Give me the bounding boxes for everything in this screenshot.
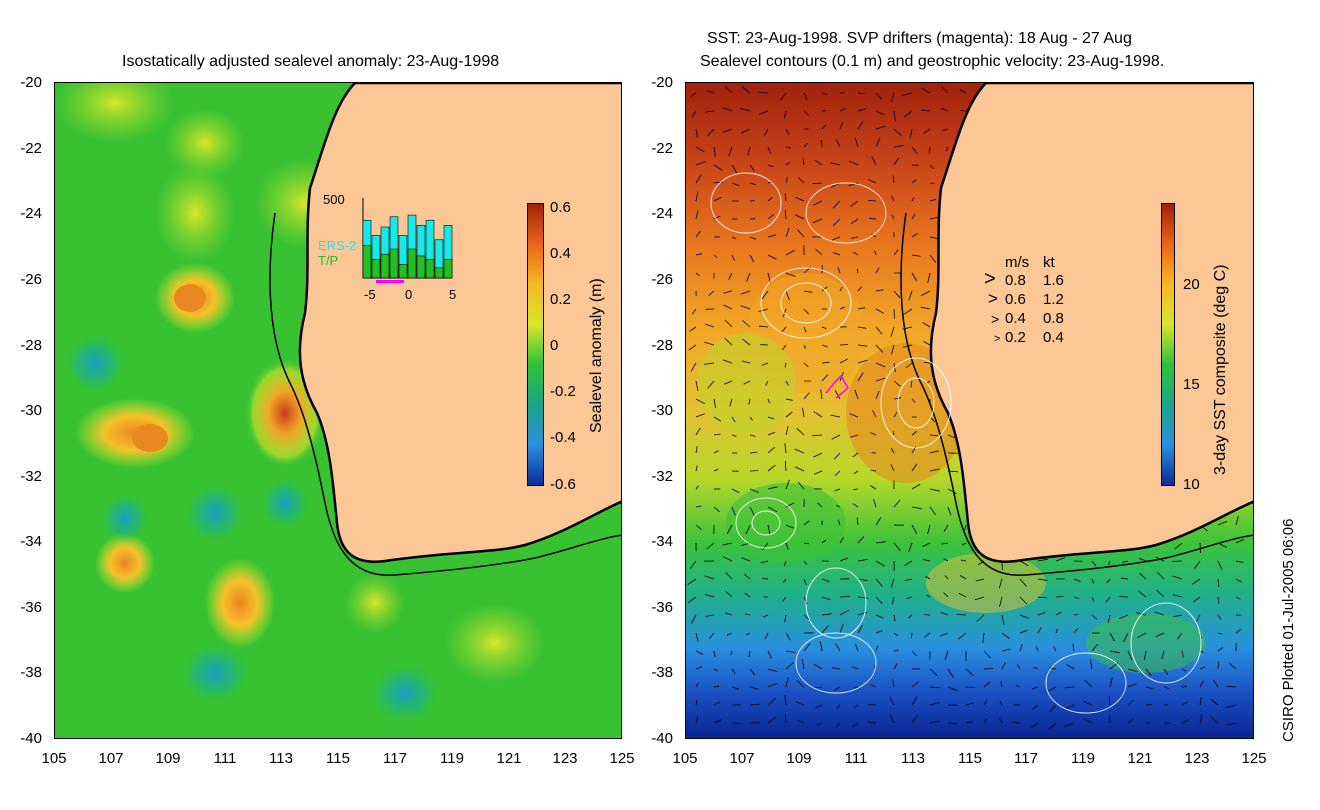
- velocity-legend-kt: 0.4: [1043, 329, 1064, 346]
- left-x-tick: 119: [440, 750, 464, 767]
- inset-tp-bar: [425, 258, 435, 279]
- inset-tp-bar: [389, 248, 399, 279]
- left-y-tick: -24: [20, 205, 42, 222]
- right-x-tick: 125: [1241, 750, 1267, 767]
- right-x-tick: 123: [1184, 750, 1210, 767]
- right-y-tick: -22: [651, 140, 673, 157]
- velocity-legend-ms: 0.6: [1005, 291, 1026, 308]
- velocity-arrow-icon: >: [984, 268, 996, 290]
- inset-tp-bar: [434, 267, 444, 279]
- left-x-tick: 125: [609, 750, 635, 767]
- left-y-tick: -22: [20, 140, 42, 157]
- inset-x-tick: 5: [449, 287, 457, 302]
- right-x-tick: 117: [1014, 750, 1038, 767]
- left-x-tick: 109: [155, 750, 181, 767]
- sealevel-colorbar-tick: -0.6: [550, 476, 576, 493]
- left-x-tick: 115: [326, 750, 350, 767]
- right-y-tick: -20: [651, 74, 673, 91]
- sst-colorbar-tick: 20: [1183, 276, 1200, 293]
- inset-tp-bar: [362, 245, 372, 279]
- left-x-tick: 107: [98, 750, 124, 767]
- right-y-tick: -36: [651, 599, 673, 616]
- left-y-tick: -28: [20, 337, 42, 354]
- velocity-legend-kt: 1.2: [1043, 291, 1064, 308]
- sst-colorbar: [1161, 203, 1175, 486]
- left-panel-title: Isostatically adjusted sealevel anomaly:…: [122, 53, 500, 70]
- inset-tp-bar: [371, 258, 381, 279]
- left-y-tick: -32: [20, 468, 42, 485]
- left-y-tick: -30: [20, 402, 42, 419]
- velocity-arrow-icon: >: [991, 311, 1000, 327]
- right-y-tick: -30: [651, 402, 673, 419]
- inset-tp-bar: [416, 255, 426, 279]
- inset-ers2-label: ERS-2: [318, 238, 357, 253]
- velocity-legend-header-kt: kt: [1043, 254, 1055, 271]
- inset-tp-bar: [398, 264, 408, 279]
- plot-credit: CSIRO Plotted 01-Jul-2005 06:06: [1280, 518, 1297, 742]
- inset-x-tick: 0: [405, 287, 413, 302]
- right-panel-title-line2: Sealevel contours (0.1 m) and geostrophi…: [700, 53, 1165, 70]
- sealevel-colorbar-tick: 0.4: [550, 245, 571, 262]
- velocity-legend-ms: 0.4: [1005, 310, 1026, 327]
- velocity-legend-header-ms: m/s: [1005, 254, 1030, 271]
- inset-tp-bar: [380, 253, 390, 279]
- sst-colorbar-tick: 10: [1183, 476, 1200, 493]
- right-x-tick: 121: [1127, 750, 1153, 767]
- inset-tp-label: T/P: [318, 253, 339, 268]
- inset-histogram: [362, 198, 453, 283]
- left-map: [54, 82, 622, 739]
- inset-tp-bar: [443, 258, 453, 279]
- right-panel-title-line1: SST: 23-Aug-1998. SVP drifters (magenta)…: [707, 30, 1132, 47]
- inset-top-label: 500: [323, 192, 345, 207]
- left-y-tick: -34: [20, 533, 42, 550]
- right-x-tick: 105: [672, 750, 698, 767]
- right-y-tick: -28: [651, 337, 673, 354]
- left-map-canvas: [55, 83, 621, 738]
- left-y-tick: -36: [20, 599, 42, 616]
- velocity-legend-kt: 1.6: [1043, 272, 1064, 289]
- left-x-tick: 111: [213, 750, 237, 767]
- left-x-tick: 113: [269, 750, 293, 767]
- right-y-tick: -24: [651, 205, 673, 222]
- velocity-legend-kt: 0.8: [1043, 310, 1064, 327]
- left-x-tick: 123: [552, 750, 578, 767]
- velocity-legend-ms: 0.2: [1005, 329, 1026, 346]
- left-y-tick: -38: [20, 664, 42, 681]
- sst-colorbar-label: 3-day SST composite (deg C): [1212, 264, 1229, 475]
- right-x-tick: 113: [901, 750, 925, 767]
- left-y-tick: -40: [20, 730, 42, 747]
- sealevel-colorbar-tick: 0.2: [550, 291, 571, 308]
- velocity-legend-ms: 0.8: [1005, 272, 1026, 289]
- velocity-arrow-icon: >: [988, 289, 998, 308]
- right-x-tick: 111: [844, 750, 868, 767]
- right-y-tick: -40: [651, 730, 673, 747]
- left-x-tick: 105: [41, 750, 67, 767]
- inset-tp-bar: [407, 248, 417, 279]
- left-y-tick: -20: [20, 74, 42, 91]
- inset-x-tick: -5: [364, 287, 376, 302]
- right-y-tick: -34: [651, 533, 673, 550]
- sealevel-colorbar-tick: 0: [550, 337, 559, 354]
- right-x-tick: 115: [958, 750, 982, 767]
- sst-colorbar-tick: 15: [1183, 376, 1200, 393]
- sealevel-colorbar-tick: -0.2: [550, 383, 576, 400]
- right-y-tick: -38: [651, 664, 673, 681]
- right-y-tick: -26: [651, 271, 673, 288]
- inset-drifter-period: [376, 280, 404, 283]
- sealevel-colorbar: [527, 203, 544, 486]
- velocity-arrow-icon: >: [994, 333, 1001, 345]
- sealevel-colorbar-tick: 0.6: [550, 199, 571, 216]
- right-x-tick: 107: [729, 750, 755, 767]
- sealevel-colorbar-tick: -0.4: [550, 429, 576, 446]
- right-x-tick: 119: [1071, 750, 1095, 767]
- sealevel-colorbar-label: Sealevel anomaly (m): [588, 278, 605, 433]
- left-x-tick: 117: [383, 750, 407, 767]
- right-y-tick: -32: [651, 468, 673, 485]
- right-x-tick: 109: [786, 750, 812, 767]
- left-y-tick: -26: [20, 271, 42, 288]
- left-x-tick: 121: [496, 750, 522, 767]
